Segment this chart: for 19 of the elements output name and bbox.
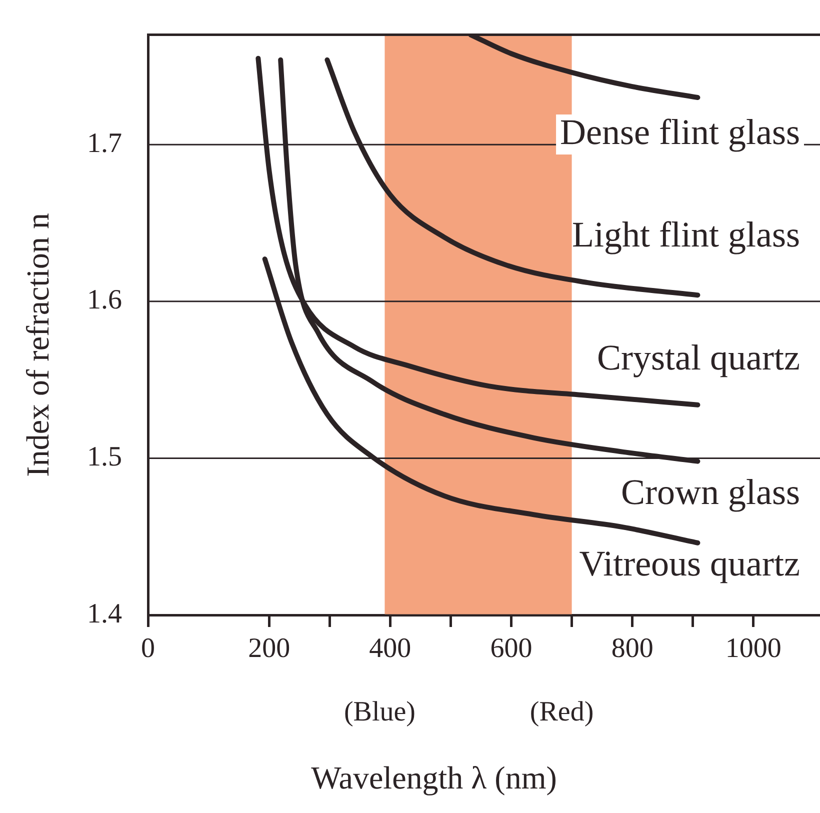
y-tick-label: 1.4 [87, 598, 122, 630]
text: (Red) [530, 696, 594, 728]
text: (Blue) [344, 696, 416, 728]
y-tick-label: 1.5 [87, 442, 122, 473]
y-tick-label: 1.7 [87, 128, 122, 159]
x-tick-label: 0 [141, 633, 155, 664]
x-tick-label: 200 [248, 633, 290, 664]
x-tick-label: 1000 [725, 633, 782, 664]
y-tick-label: 1.6 [87, 284, 122, 316]
series-label: Crystal quartz [597, 337, 800, 378]
series-label: Vitreous quartz [579, 543, 800, 584]
x-tick-label: 600 [490, 633, 532, 664]
series-label: Light flint glass [572, 214, 800, 255]
y-axis-title: Index of refraction n [19, 212, 56, 477]
x-tick-label: 400 [369, 633, 412, 664]
x-tick-label: 800 [611, 633, 654, 664]
series-label: Crown glass [621, 472, 800, 512]
series-label: Dense flint glass [560, 112, 800, 152]
x-axis-title: Wavelength λ (nm) [311, 759, 557, 796]
